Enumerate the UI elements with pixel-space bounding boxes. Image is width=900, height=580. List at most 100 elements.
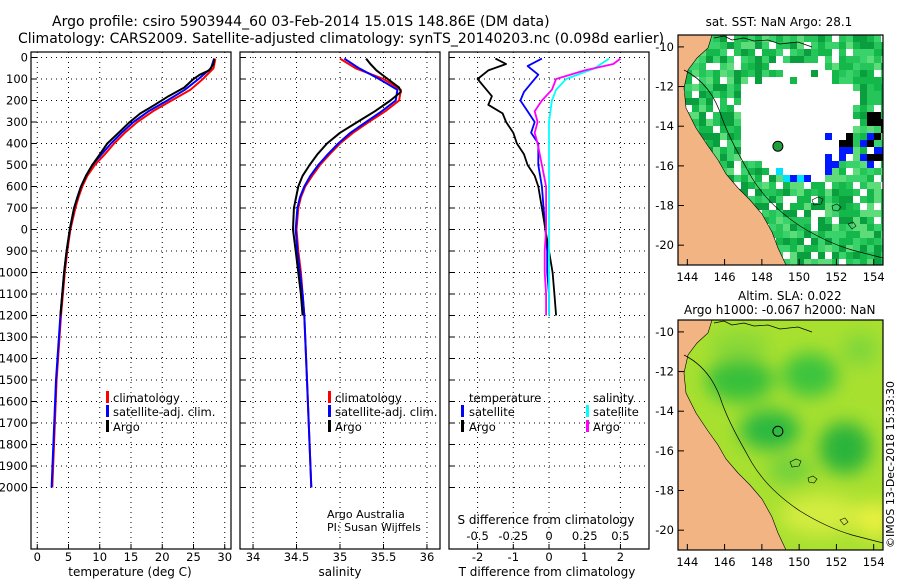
sst-pixel (797, 259, 804, 265)
sst-pixel (874, 168, 881, 175)
sst-pixel (783, 259, 790, 265)
depth-tick-label: 1700 (0, 416, 28, 430)
sst-pixel (825, 42, 832, 49)
map-lat-label: -18 (655, 199, 674, 213)
sst-pixel (769, 224, 776, 231)
profile-line-salinity-satellite (548, 57, 610, 316)
sst-pixel (783, 217, 790, 224)
sst-pixel (818, 217, 825, 224)
sst-pixel (797, 231, 804, 238)
sst-pixel (853, 63, 860, 70)
sst-pixel (741, 175, 748, 182)
sst-pixel (839, 210, 846, 217)
sst-pixel (727, 168, 734, 175)
sst-pixel (713, 42, 720, 49)
sst-pixel (692, 77, 699, 84)
sst-pixel (769, 175, 776, 182)
sst-pixel (734, 161, 741, 168)
sst-pixel (804, 245, 811, 252)
sst-pixel (692, 63, 699, 70)
sst-pixel (755, 63, 762, 70)
sla-blob-9 (768, 456, 812, 484)
depth-axis-ticks: 0 100 200 300 400 500 600 700 0 900 1000 1100 1200 13… (0, 51, 28, 495)
sst-pixel (790, 217, 797, 224)
salinity-legend: climatology satellite-adj. clim. Argo (328, 391, 437, 434)
sst-pixel (727, 42, 734, 49)
sst-pixel (839, 259, 846, 265)
sst-pixel (762, 42, 769, 49)
sst-pixel (867, 42, 874, 49)
temperature-panel: 0100200300400500600700090010001100120013… (0, 51, 232, 580)
credit-line-1: Argo Australia (327, 508, 405, 521)
sst-pixel (874, 63, 881, 70)
depth-tick-label: 1100 (0, 287, 28, 301)
sst-pixel (769, 56, 776, 63)
sst-pixel (839, 42, 846, 49)
sst-pixel (685, 70, 692, 77)
sst-pixel (776, 42, 783, 49)
sst-pixel (867, 231, 874, 238)
sst-pixel (776, 49, 783, 56)
sst-pixel (804, 35, 811, 42)
sst-pixel (874, 217, 881, 224)
sst-pixel (762, 49, 769, 56)
sst-float-marker (772, 140, 784, 152)
sst-pixel (846, 224, 853, 231)
sst-pixel (776, 35, 783, 42)
legend-swatch-climatology (328, 391, 331, 403)
sst-pixel (790, 49, 797, 56)
sst-pixel (706, 56, 713, 63)
sst-pixel (720, 154, 727, 161)
sst-pixel (685, 77, 692, 84)
sst-pixel (755, 203, 762, 210)
sst-pixel (846, 140, 853, 147)
sst-pixel (727, 147, 734, 154)
sla-blob-2 (782, 353, 838, 397)
sst-pixel (860, 91, 867, 98)
sst-pixel (825, 217, 832, 224)
sst-reef-contour (683, 69, 883, 259)
sst-pixel (762, 203, 769, 210)
sst-pixel (790, 77, 797, 84)
sst-pixel (734, 77, 741, 84)
sst-pixel (832, 35, 839, 42)
sst-pixel (706, 49, 713, 56)
sst-pixel (832, 77, 839, 84)
sst-pixel (874, 126, 881, 133)
sst-pixel (755, 168, 762, 175)
x-tick-label: 35 (333, 550, 348, 564)
sst-pixel (734, 175, 741, 182)
sst-pixel (867, 182, 874, 189)
sla-reef-contour (683, 354, 883, 544)
sst-pixel (839, 77, 846, 84)
sst-pixel (776, 231, 783, 238)
sst-pixel (853, 56, 860, 63)
sst-pixel (867, 196, 874, 203)
sst-pixel (713, 133, 720, 140)
sst-pixel (811, 210, 818, 217)
sst-map-panel: sat. SST: NaN Argo: 28.1 144 146 148 150 152… (655, 15, 884, 284)
sst-pixel (867, 56, 874, 63)
sst-pixel (867, 35, 874, 42)
map-lon-label: 148 (751, 555, 773, 569)
sst-axis-ticks: 144 146 148 150 152 154 -10 -12 -14 -16 -18 -20 (655, 40, 884, 284)
sst-pixel (692, 84, 699, 91)
sst-pixel (783, 56, 790, 63)
sst-pixel (860, 42, 867, 49)
sst-pixel (734, 63, 741, 70)
sst-pixel (867, 91, 874, 98)
sst-pixel (713, 56, 720, 63)
sst-pixel (734, 70, 741, 77)
sst-pixel (846, 35, 853, 42)
sst-pixel (818, 196, 825, 203)
sst-pixel (839, 63, 846, 70)
sst-pixel (734, 84, 741, 91)
sst-pixel (713, 49, 720, 56)
sst-pixel (839, 217, 846, 224)
sst-pixel (874, 245, 881, 252)
sst-pixel (776, 245, 783, 252)
sst-pixel (804, 231, 811, 238)
sst-pixel (755, 77, 762, 84)
salinity-grid (240, 52, 440, 549)
sst-pixel (832, 217, 839, 224)
